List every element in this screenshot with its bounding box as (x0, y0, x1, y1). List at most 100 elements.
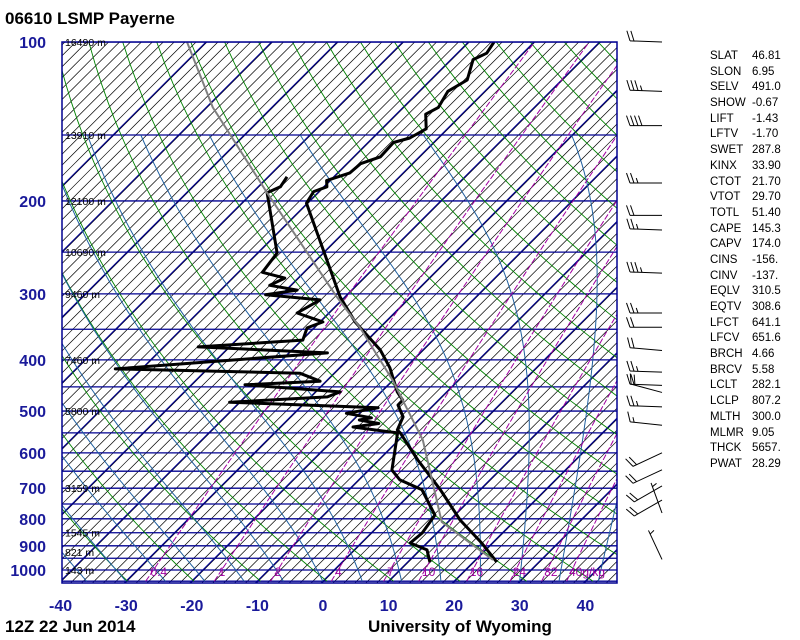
wind-barb (626, 115, 662, 127)
height-label: 821 m (65, 547, 94, 559)
index-row-cape: CAPE 145.3 (710, 222, 781, 238)
pressure-tick-label: 400 (19, 353, 46, 370)
isotherm-10c-line (62, 42, 470, 450)
isotherm-line (70, 42, 613, 583)
wind-barb-staff (632, 469, 663, 484)
isotherm-line (62, 42, 470, 450)
index-row-totl: TOTL 51.40 (710, 206, 781, 222)
isotherm-line (354, 320, 617, 583)
isotherm-line (146, 112, 617, 583)
mixing-ratio-label: 1 (219, 565, 226, 579)
isotherm-line (62, 42, 481, 461)
stability-indices: SLAT 46.81 SLON 6.95 SELV 491.0 SHOW -0.67 LIFT -… (710, 49, 781, 473)
wind-barb-staff (630, 405, 663, 408)
temperature-profile-line (305, 42, 498, 564)
mixing-ratio-label: 24 (513, 565, 527, 579)
wind-barb-feather (628, 456, 637, 466)
wind-barb (626, 360, 663, 373)
index-row-lfcv: LFCV 651.6 (710, 331, 781, 347)
wind-barb-feather (626, 218, 631, 230)
index-name: BRCH (710, 348, 743, 361)
isotherm-line (365, 331, 617, 583)
height-label: 16490 m (65, 37, 106, 49)
isotherm-line (62, 42, 361, 341)
mixing-ratio-line (383, 199, 617, 582)
isotherm-line (62, 42, 263, 243)
index-name: LFCV (710, 332, 740, 345)
index-row-lftv: LFTV -1.70 (710, 127, 781, 143)
isotherm-line (0, 38, 47, 583)
wind-barb-staff (630, 370, 663, 373)
wind-barb-feather (625, 458, 634, 467)
isotherm-line (62, 42, 110, 90)
index-value: -0.67 (752, 97, 779, 110)
mixing-ratio-line (418, 245, 617, 582)
index-row-brcv: BRCV 5.58 (710, 363, 781, 379)
index-row-eqlv: EQLV 310.5 (710, 284, 781, 300)
pressure-tick-label: 800 (19, 512, 46, 529)
index-value: 33.90 (752, 159, 781, 172)
moist-adiabat (62, 504, 127, 582)
wind-barb-feather (639, 267, 643, 273)
index-row-mlmr: MLMR 9.05 (710, 426, 781, 442)
wind-barb-staff (650, 482, 663, 514)
height-label: 9460 m (65, 289, 100, 301)
temperature-tick-label: -40 (49, 598, 72, 615)
dry-adiabat (292, 42, 617, 397)
index-name: EQTV (710, 301, 742, 313)
chart-title: 06610 LSMP Payerne (5, 9, 175, 28)
wind-barb-feather (630, 374, 635, 385)
isotherm-line (267, 232, 617, 583)
wind-barb-feather (633, 374, 636, 386)
wind-barb (648, 529, 663, 560)
wind-barb-feather (631, 337, 635, 349)
height-label: 1545 m (65, 528, 100, 540)
wind-barb-staff (632, 452, 663, 467)
mixing-ratio-line (566, 477, 617, 582)
index-row-slon: SLON 6.95 (710, 65, 781, 81)
mixing-ratio-label: 40g/kg (569, 565, 605, 579)
isotherm-line (168, 134, 617, 583)
index-name: EQLV (710, 285, 740, 298)
isotherm-line (114, 79, 617, 583)
source-label: University of Wyoming (368, 617, 552, 636)
index-name: CAPE (710, 222, 742, 235)
isotherm-line (62, 42, 153, 133)
index-value: 282.1 (752, 379, 781, 392)
wind-barb-feather (630, 115, 635, 126)
mixing-ratio-label: 0.4 (150, 565, 167, 579)
isotherm-line (62, 42, 208, 188)
isotherm-10c-line (62, 42, 273, 253)
index-row-lclt: LCLT 282.1 (710, 378, 781, 394)
index-row-thck: THCK 5657. (710, 441, 781, 457)
index-row-cinv: CINV -137. (710, 269, 781, 285)
isotherm-line (62, 42, 525, 505)
index-value: 4.66 (752, 348, 775, 361)
index-value: 6.95 (752, 65, 775, 78)
isotherm-line (62, 42, 438, 418)
index-value: -137. (752, 269, 779, 282)
moist-adiabat (558, 134, 598, 582)
isotherm-line (62, 42, 350, 330)
isotherm-line (62, 42, 591, 571)
isotherm-10c-line (62, 42, 207, 187)
isotherm-line (420, 385, 617, 583)
wind-barb-feather (638, 115, 643, 126)
mixing-ratio-line (541, 432, 617, 582)
isotherm-line (376, 342, 617, 583)
wind-barb-feather (630, 261, 635, 273)
wind-barb-feather (626, 317, 631, 328)
isotherm-line (62, 42, 492, 472)
index-value: 308.6 (752, 301, 781, 313)
isotherm-line (62, 42, 77, 57)
observation-time: 12Z 22 Jun 2014 (5, 617, 136, 636)
wind-barb (650, 482, 663, 514)
isotherm-line (62, 42, 317, 297)
wind-barb-feather (634, 115, 639, 126)
isotherm-line (179, 145, 617, 583)
wind-barb-staff (634, 499, 663, 517)
index-name: KINX (710, 159, 737, 172)
pressure-tick-label: 100 (19, 35, 46, 52)
moist-adiabat (62, 272, 284, 582)
isotherm-10c-line (62, 42, 601, 581)
